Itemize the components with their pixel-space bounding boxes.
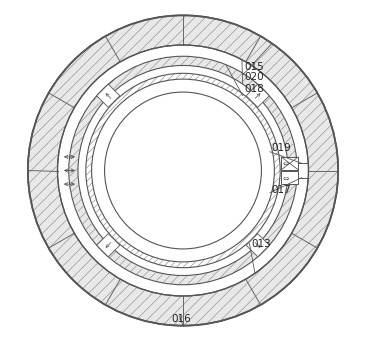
Text: 013: 013 — [251, 239, 271, 249]
Circle shape — [78, 65, 288, 276]
Polygon shape — [246, 234, 269, 257]
Text: 017: 017 — [272, 185, 291, 195]
Text: 020: 020 — [244, 72, 264, 82]
Bar — [281, 171, 298, 184]
Text: 016: 016 — [172, 314, 191, 324]
Circle shape — [92, 79, 274, 262]
Polygon shape — [97, 234, 120, 257]
Text: 019: 019 — [272, 143, 291, 153]
Text: 018: 018 — [244, 84, 264, 94]
Circle shape — [28, 15, 338, 326]
Polygon shape — [97, 84, 120, 107]
Circle shape — [105, 92, 261, 249]
Circle shape — [57, 45, 309, 296]
Bar — [281, 157, 298, 170]
Circle shape — [57, 45, 309, 296]
Text: $\Leftrightarrow$: $\Leftrightarrow$ — [280, 159, 290, 168]
Text: $\Leftrightarrow$: $\Leftrightarrow$ — [280, 173, 290, 182]
Circle shape — [69, 56, 297, 285]
Text: 015: 015 — [244, 62, 264, 72]
Polygon shape — [246, 84, 269, 107]
Circle shape — [86, 73, 280, 268]
